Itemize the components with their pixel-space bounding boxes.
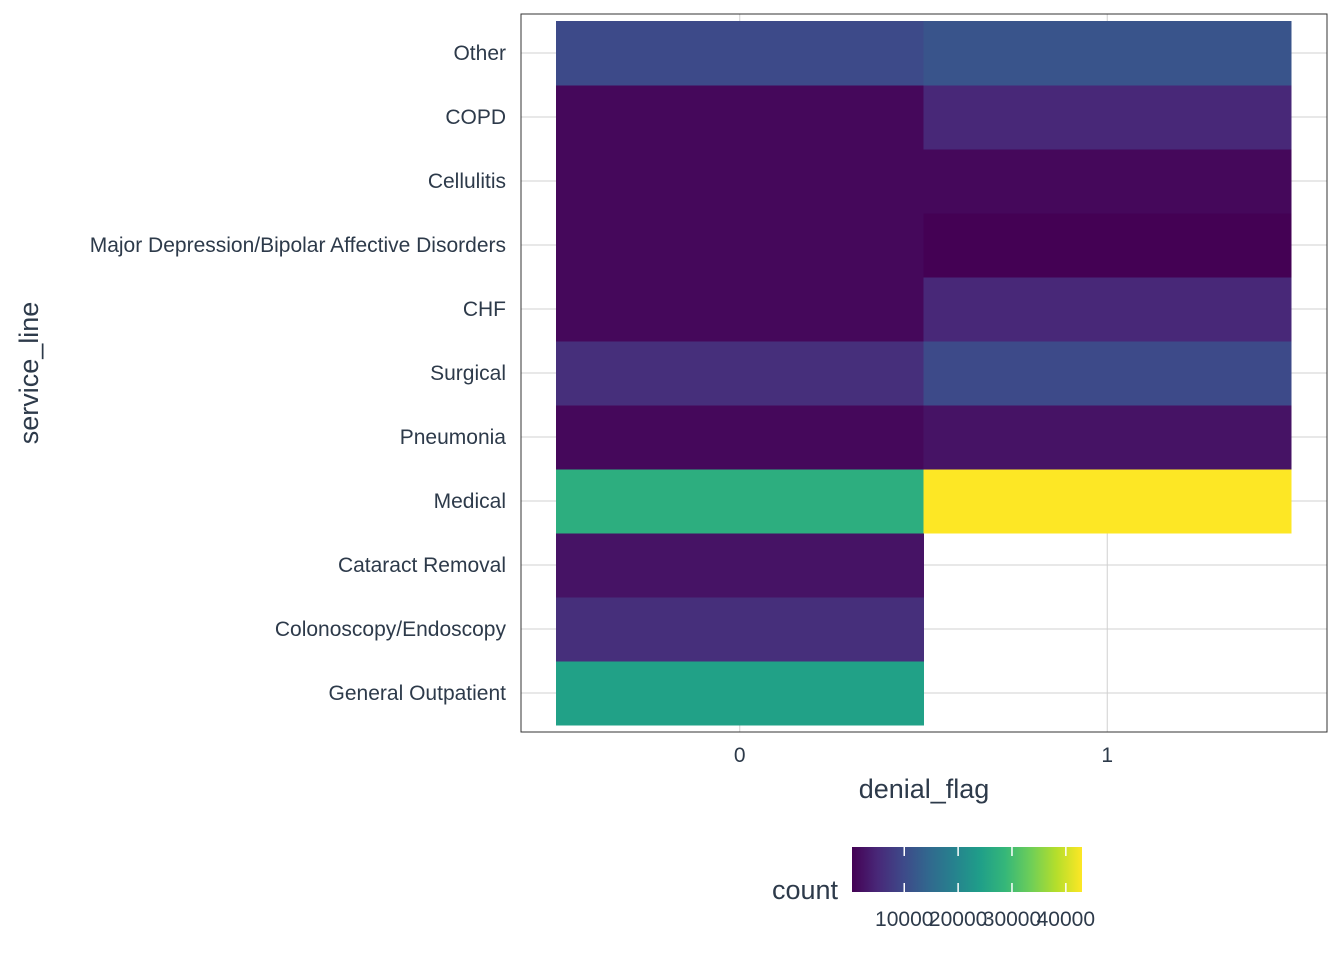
heatmap-cell bbox=[923, 149, 1292, 214]
y-tick-label: COPD bbox=[445, 106, 506, 129]
heatmap-cell bbox=[556, 85, 924, 150]
legend-colorbar bbox=[852, 847, 1082, 892]
x-tick-label: 1 bbox=[1101, 744, 1113, 767]
y-axis-title: service_line bbox=[14, 302, 44, 445]
plot-border bbox=[520, 13, 1328, 733]
heatmap-cell bbox=[556, 661, 924, 726]
y-tick-label: Other bbox=[453, 42, 506, 65]
heatmap-cell bbox=[556, 277, 924, 342]
x-axis-title: denial_flag bbox=[859, 774, 990, 804]
legend-tick-label: 40000 bbox=[1037, 908, 1095, 931]
legend-tick-label: 20000 bbox=[929, 908, 987, 931]
heatmap-cell bbox=[556, 21, 924, 86]
heatmap-cell bbox=[556, 213, 924, 278]
heatmap-cell bbox=[923, 21, 1292, 86]
heatmap-cell bbox=[923, 405, 1292, 470]
y-tick-label: General Outpatient bbox=[329, 682, 507, 705]
legend-tick-label: 30000 bbox=[983, 908, 1041, 931]
y-tick-label: Cataract Removal bbox=[338, 554, 506, 577]
heatmap-cell bbox=[556, 341, 924, 406]
y-tick-label: Pneumonia bbox=[400, 426, 507, 449]
y-tick-label: Cellulitis bbox=[428, 170, 506, 193]
heatmap-cell bbox=[923, 469, 1292, 534]
legend-title: count bbox=[772, 875, 839, 905]
x-tick-label: 0 bbox=[734, 744, 746, 767]
heatmap-cell bbox=[556, 149, 924, 214]
heatmap-cell bbox=[923, 213, 1292, 278]
heatmap-cell bbox=[556, 469, 924, 534]
heatmap-cell bbox=[923, 277, 1292, 342]
y-tick-label: CHF bbox=[463, 298, 506, 321]
heatmap-cell bbox=[556, 533, 924, 598]
heatmap-cell bbox=[556, 597, 924, 662]
heatmap-cell bbox=[923, 341, 1292, 406]
y-tick-label: Major Depression/Bipolar Affective Disor… bbox=[90, 234, 506, 257]
heatmap-cell bbox=[923, 85, 1292, 150]
y-tick-label: Colonoscopy/Endoscopy bbox=[275, 618, 507, 641]
y-tick-label: Medical bbox=[434, 490, 506, 513]
heatmap-cells bbox=[556, 21, 1292, 726]
y-axis-ticks: General Outpatient Colonoscopy/Endoscopy C… bbox=[90, 42, 507, 705]
y-tick-label: Surgical bbox=[430, 362, 506, 385]
legend-tick-label: 10000 bbox=[875, 908, 933, 931]
heatmap-cell bbox=[556, 405, 924, 470]
